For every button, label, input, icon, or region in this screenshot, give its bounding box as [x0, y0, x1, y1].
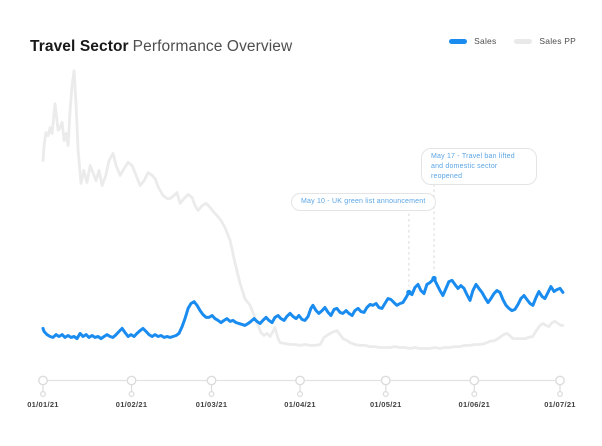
x-tick-label: 01/02/21 — [116, 400, 148, 409]
page-title-subtitle: Performance Overview — [132, 38, 293, 56]
tick-dot-icon — [39, 391, 46, 398]
annotation-may-10: May 10 - UK green list announcement — [291, 193, 436, 211]
x-tick-label: 01/04/21 — [284, 400, 316, 409]
tick-dot-icon — [297, 391, 304, 398]
tick-ring-icon[interactable] — [38, 375, 48, 386]
tick-dot-icon — [471, 391, 478, 398]
legend-label-sales-pp: Sales PP — [539, 36, 576, 46]
x-tick-label: 01/05/21 — [370, 400, 402, 409]
tick-ring-icon[interactable] — [126, 375, 137, 386]
legend-label-sales: Sales — [474, 36, 497, 46]
tick-dot-icon — [128, 391, 135, 398]
tick-ring-icon[interactable] — [206, 375, 217, 386]
tick-ring-icon[interactable] — [295, 375, 305, 386]
chart-legend: Sales Sales PP — [449, 36, 576, 46]
legend-item-sales-pp[interactable]: Sales PP — [514, 36, 576, 46]
x-tick-label: 01/06/21 — [459, 400, 491, 409]
sales-pp-line[interactable] — [41, 69, 565, 350]
annotation-may-17: May 17 - Travel ban lifted and domestic … — [421, 148, 537, 186]
page-title-bold: Travel Sector — [30, 38, 129, 56]
x-tick-label: 01/07/21 — [544, 400, 576, 409]
legend-item-sales[interactable]: Sales — [449, 36, 496, 46]
annotation-may-17-text: May 17 - Travel ban lifted and domestic … — [431, 153, 515, 180]
x-tick-label: 01/03/21 — [196, 400, 228, 409]
tick-ring-icon[interactable] — [380, 375, 391, 386]
sales-swatch-icon — [449, 38, 468, 44]
annotation-marker-dot — [431, 275, 437, 282]
tick-dot-icon — [208, 391, 215, 398]
tick-dot-icon — [556, 391, 563, 398]
x-tick-label: 01/01/21 — [27, 400, 59, 409]
sales-pp-swatch-icon — [514, 38, 533, 44]
tick-ring-icon[interactable] — [469, 375, 480, 386]
tick-dot-icon — [382, 391, 389, 398]
page-title: Travel Sector Performance Overview — [30, 38, 292, 56]
tick-ring-icon[interactable] — [555, 375, 565, 386]
annotation-may-10-text: May 10 - UK green list announcement — [301, 198, 426, 205]
annotation-marker-dot — [406, 289, 412, 296]
sales-line[interactable] — [41, 277, 565, 341]
